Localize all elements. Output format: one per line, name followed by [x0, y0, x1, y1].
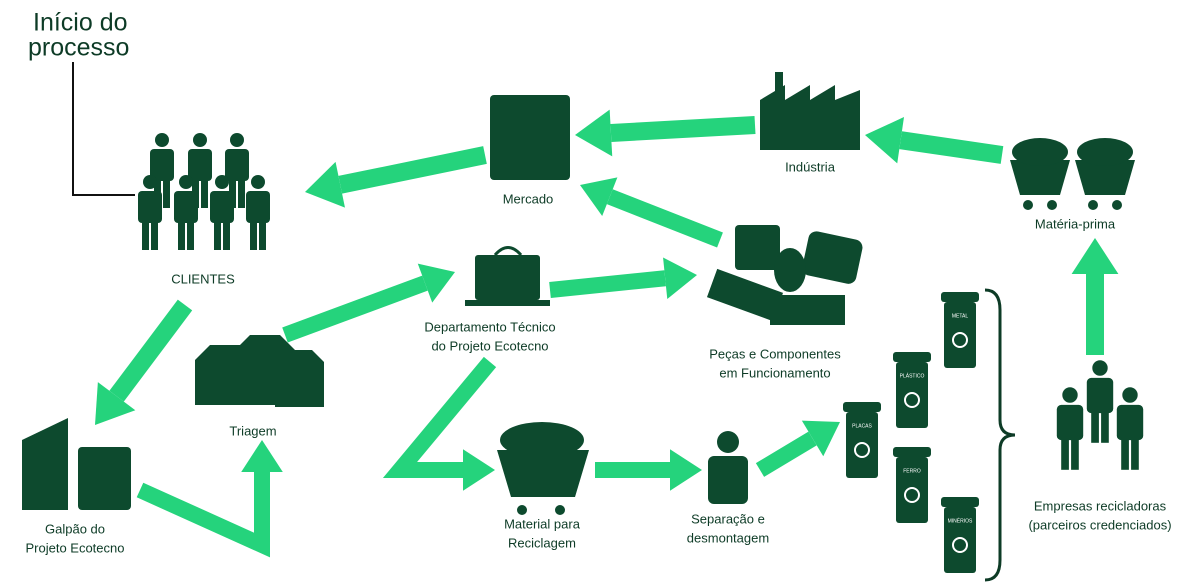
arrow-shaft: [400, 362, 490, 470]
arrow-shaft: [340, 155, 485, 185]
person-leg: [1061, 439, 1069, 470]
node-label: Reciclagem: [508, 535, 576, 550]
person-leg: [178, 222, 185, 250]
person-leg: [214, 222, 221, 250]
person-head: [1092, 360, 1107, 375]
node-label: Mercado: [503, 191, 554, 206]
person-leg: [250, 222, 257, 250]
person-leg: [151, 222, 158, 250]
person-body: [1087, 378, 1113, 413]
person-leg: [201, 180, 208, 208]
person-body: [1057, 405, 1083, 440]
arrow-shaft: [611, 125, 755, 133]
person-leg: [1091, 412, 1099, 443]
node-label: em Funcionamento: [719, 365, 830, 380]
arrow-head: [305, 162, 345, 208]
node-label: Projeto Ecotecno: [25, 540, 124, 555]
start-line: [73, 62, 135, 195]
person-head: [1122, 387, 1137, 402]
bin: [944, 507, 976, 573]
person-head: [143, 175, 157, 189]
person-head: [193, 133, 207, 147]
arrow-head: [670, 449, 702, 491]
person-head: [230, 133, 244, 147]
bin-lid: [893, 447, 931, 457]
bin-label: METAL: [952, 313, 969, 319]
node-label: Separação e: [691, 511, 765, 526]
person-head: [155, 133, 169, 147]
person-body: [188, 149, 212, 181]
node-label: Material para: [504, 516, 581, 531]
person-body: [138, 191, 162, 223]
bin-lid: [941, 497, 979, 507]
bin: [944, 302, 976, 368]
person-body: [1117, 405, 1143, 440]
person-leg: [259, 222, 266, 250]
person-leg: [187, 222, 194, 250]
arrow-shaft: [117, 305, 185, 396]
arrow-shaft: [550, 278, 665, 290]
person-body: [225, 149, 249, 181]
node-label: Empresas recicladoras: [1034, 498, 1167, 513]
person-leg: [142, 222, 149, 250]
bin: [896, 457, 928, 523]
person-body: [210, 191, 234, 223]
bin-label: PLÁSTICO: [900, 372, 925, 379]
bin: [896, 362, 928, 428]
bin: [846, 412, 878, 478]
person-leg: [1101, 412, 1109, 443]
node-label: Galpão do: [45, 521, 105, 536]
brace: [985, 290, 1015, 580]
arrow-head: [1072, 238, 1119, 274]
person-head: [251, 175, 265, 189]
arrow-shaft: [610, 197, 720, 240]
bin-label: PLACAS: [852, 423, 872, 429]
arrow-shaft: [285, 283, 425, 335]
person-body: [246, 191, 270, 223]
node-label: do Projeto Ecotecno: [431, 338, 548, 353]
node-label: CLIENTES: [171, 271, 235, 286]
arrow-shaft: [760, 438, 813, 470]
bin-label: MINÉRIOS: [948, 517, 973, 524]
start-label: Início do: [33, 9, 128, 37]
arrow-head: [865, 117, 904, 163]
person-head: [179, 175, 193, 189]
bin-label: FERRO: [903, 468, 921, 474]
bin-lid: [941, 292, 979, 302]
node-label: Triagem: [229, 423, 276, 438]
node-label: desmontagem: [687, 530, 769, 545]
arrow-head: [575, 110, 612, 157]
person-leg: [1131, 439, 1139, 470]
arrow-head: [663, 258, 697, 299]
arrow-head: [463, 449, 495, 491]
person-leg: [223, 222, 230, 250]
node-label: Matéria-prima: [1035, 216, 1116, 231]
person-leg: [1071, 439, 1079, 470]
node-label: Departamento Técnico: [424, 319, 555, 334]
bin-lid: [893, 352, 931, 362]
person-leg: [1121, 439, 1129, 470]
arrow-shaft: [140, 472, 262, 545]
person-leg: [163, 180, 170, 208]
arrow-head: [241, 440, 283, 472]
person-leg: [238, 180, 245, 208]
node-label: Indústria: [785, 159, 836, 174]
bin-lid: [843, 402, 881, 412]
arrow-shaft: [901, 140, 1002, 155]
node-label: (parceiros credenciados): [1028, 517, 1171, 532]
bins: METAL PLÁSTICO PLACAS FERRO MINÉRIOS: [843, 292, 979, 573]
node-label: Peças e Componentes: [709, 346, 841, 361]
start-label: processo: [28, 34, 129, 62]
person-body: [174, 191, 198, 223]
person-head: [215, 175, 229, 189]
person-head: [1062, 387, 1077, 402]
diagram: Início do processo METAL PLÁSTICO PLACAS FE…: [0, 0, 1179, 587]
